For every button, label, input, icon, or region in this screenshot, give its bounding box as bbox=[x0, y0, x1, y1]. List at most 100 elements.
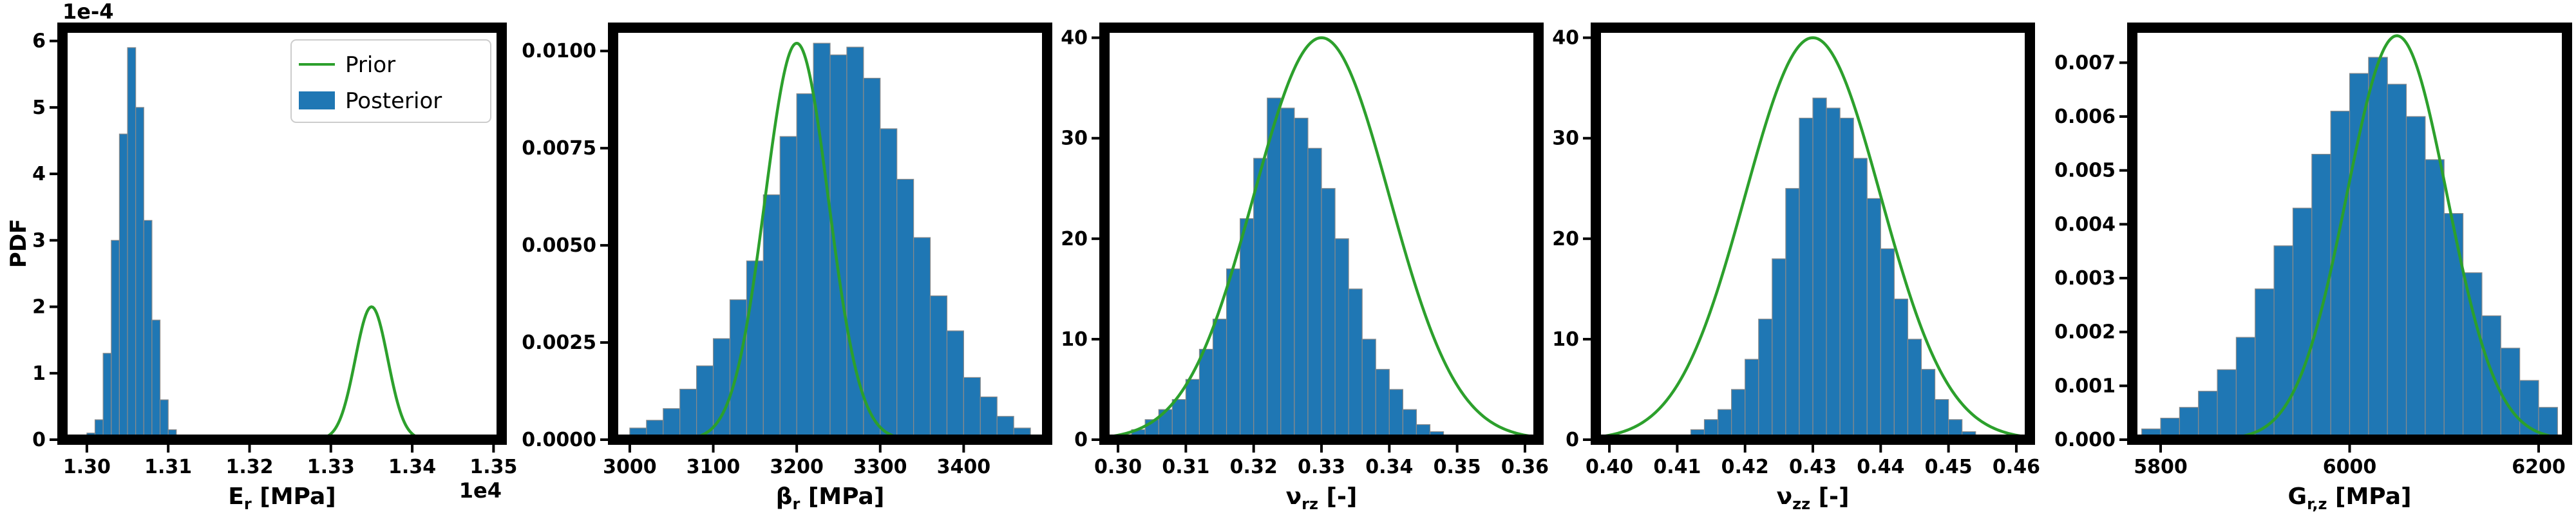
posterior-bar bbox=[762, 194, 781, 440]
posterior-bar bbox=[913, 237, 931, 440]
x-tick-label: 3400 bbox=[937, 456, 991, 478]
y-tick-label: 30 bbox=[1552, 127, 1579, 150]
posterior-bar bbox=[2462, 272, 2483, 440]
posterior-bar bbox=[2368, 57, 2388, 440]
x-axis-label: νrz [-] bbox=[1286, 483, 1358, 513]
axes-frame bbox=[608, 23, 1052, 445]
x-tick-label: 1.35 bbox=[469, 456, 517, 478]
x-axis-label: Er [MPa] bbox=[228, 483, 336, 513]
y-tick-label: 0.002 bbox=[2054, 321, 2116, 344]
y-tick-label: 0.0100 bbox=[522, 40, 596, 62]
x-tick-label: 1.34 bbox=[388, 456, 436, 478]
posterior-bar bbox=[1334, 238, 1349, 440]
y-tick-label: 30 bbox=[1061, 127, 1088, 150]
posterior-bar bbox=[946, 330, 964, 440]
posterior-bar bbox=[1880, 248, 1895, 440]
y-tick-label: 0.0000 bbox=[522, 429, 596, 451]
y-tick-label: 0 bbox=[32, 429, 46, 451]
x-tick-label: 0.30 bbox=[1094, 456, 1142, 478]
posterior-bar bbox=[929, 295, 948, 440]
posterior-bar bbox=[1280, 108, 1295, 440]
legend-posterior-swatch bbox=[299, 91, 335, 109]
y-tick-label: 0.007 bbox=[2054, 52, 2116, 74]
y-tick-label: 0.003 bbox=[2054, 267, 2116, 290]
y-tick-label: 10 bbox=[1061, 328, 1088, 351]
x-tick-label: 0.44 bbox=[1857, 456, 1904, 478]
posterior-bar bbox=[1866, 198, 1881, 440]
posterior-bar bbox=[111, 239, 120, 440]
x-tick-label: 1.30 bbox=[63, 456, 111, 478]
prior-curve bbox=[1595, 36, 2031, 439]
x-tick-label: 6200 bbox=[2512, 456, 2566, 478]
posterior-bar bbox=[2330, 111, 2351, 440]
x-axis-label: Gr,z [MPa] bbox=[2288, 483, 2412, 513]
y-tick-label: 20 bbox=[1061, 228, 1088, 250]
posterior-bar bbox=[151, 319, 161, 440]
posterior-bar bbox=[796, 93, 814, 440]
y-tick-label: 0.0050 bbox=[522, 234, 596, 257]
axes-frame bbox=[2127, 23, 2572, 445]
panel-3: 0.30 0.31 0.32 0.33 0.34 0.35 0.36 0 10 20 30 40 νrz… bbox=[1061, 23, 1549, 513]
y-tick-label: 0.005 bbox=[2054, 160, 2116, 182]
axes-frame bbox=[1591, 23, 2035, 445]
posterior-bar bbox=[2255, 288, 2275, 440]
panel-2: 3000 3100 3200 3300 3400 0.0000 0.0025 0.0050 0.… bbox=[522, 23, 1052, 513]
y-tick-label: 0 bbox=[1074, 429, 1088, 451]
x-tick-label: 3000 bbox=[603, 456, 657, 478]
y-tick-label: 0 bbox=[1566, 429, 1579, 451]
posterior-bar bbox=[1375, 369, 1390, 440]
posterior-bar bbox=[896, 178, 914, 440]
posterior-bar bbox=[1307, 147, 1322, 440]
x-tick-label: 1.31 bbox=[144, 456, 192, 478]
posterior-bar bbox=[2481, 315, 2501, 440]
posterior-bar bbox=[1321, 188, 1336, 440]
legend-frame bbox=[290, 39, 491, 123]
posterior-bar bbox=[1812, 97, 1827, 440]
axes-frame bbox=[1099, 23, 1544, 445]
posterior-bar bbox=[1198, 348, 1214, 440]
y-tick-label: 4 bbox=[32, 163, 46, 185]
posterior-bar bbox=[159, 399, 169, 440]
posterior-bar bbox=[2500, 348, 2521, 440]
y-tick-label: 1 bbox=[32, 362, 46, 385]
posterior-bar bbox=[1772, 258, 1786, 440]
x-tick-label: 0.36 bbox=[1501, 456, 1549, 478]
x-tick-label: 0.46 bbox=[1993, 456, 2040, 478]
posterior-bar bbox=[1745, 359, 1759, 440]
posterior-bar bbox=[2217, 369, 2237, 440]
axes-frame bbox=[57, 23, 507, 445]
legend: Prior Posterior bbox=[290, 39, 491, 123]
posterior-bar bbox=[1361, 339, 1376, 440]
posterior-bar bbox=[1267, 97, 1282, 440]
posterior-bar bbox=[1826, 108, 1841, 440]
posterior-bar bbox=[829, 54, 848, 440]
x-tick-label: 3100 bbox=[687, 456, 741, 478]
posterior-bar bbox=[2235, 337, 2256, 440]
posterior-bar bbox=[143, 220, 153, 440]
posterior-bar bbox=[1348, 288, 1363, 440]
x-tick-label: 0.41 bbox=[1653, 456, 1701, 478]
posterior-bar bbox=[1758, 319, 1773, 440]
posterior-bar bbox=[2387, 84, 2407, 440]
posterior-bar bbox=[980, 396, 998, 440]
x-tick-label: 3200 bbox=[770, 456, 824, 478]
x-tick-label: 0.45 bbox=[1925, 456, 1973, 478]
posterior-bar bbox=[1799, 117, 1814, 440]
posterior-bar bbox=[1893, 298, 1909, 440]
x-axis-label: βr [MPa] bbox=[776, 483, 885, 513]
x-tick-label: 1.32 bbox=[225, 456, 273, 478]
posterior-bar bbox=[1839, 117, 1854, 440]
posterior-bar bbox=[1185, 379, 1200, 440]
x-tick-label: 5800 bbox=[2134, 456, 2188, 478]
posterior-bar bbox=[679, 388, 697, 440]
posterior-bar bbox=[2425, 159, 2445, 440]
panel-4: 0.40 0.41 0.42 0.43 0.44 0.45 0.46 0 10 20 30 40 νzz… bbox=[1552, 23, 2040, 513]
y-tick-label: 20 bbox=[1552, 228, 1579, 250]
y-tick-label: 0.0075 bbox=[522, 137, 596, 160]
posterior-bar bbox=[1294, 117, 1309, 440]
x-tick-label: 1.33 bbox=[307, 456, 355, 478]
y-tick-label: 0.001 bbox=[2054, 375, 2116, 397]
posterior-bar bbox=[1731, 389, 1746, 440]
y-tick-label: 0.006 bbox=[2054, 106, 2116, 128]
y-tick-label: 2 bbox=[32, 296, 46, 319]
